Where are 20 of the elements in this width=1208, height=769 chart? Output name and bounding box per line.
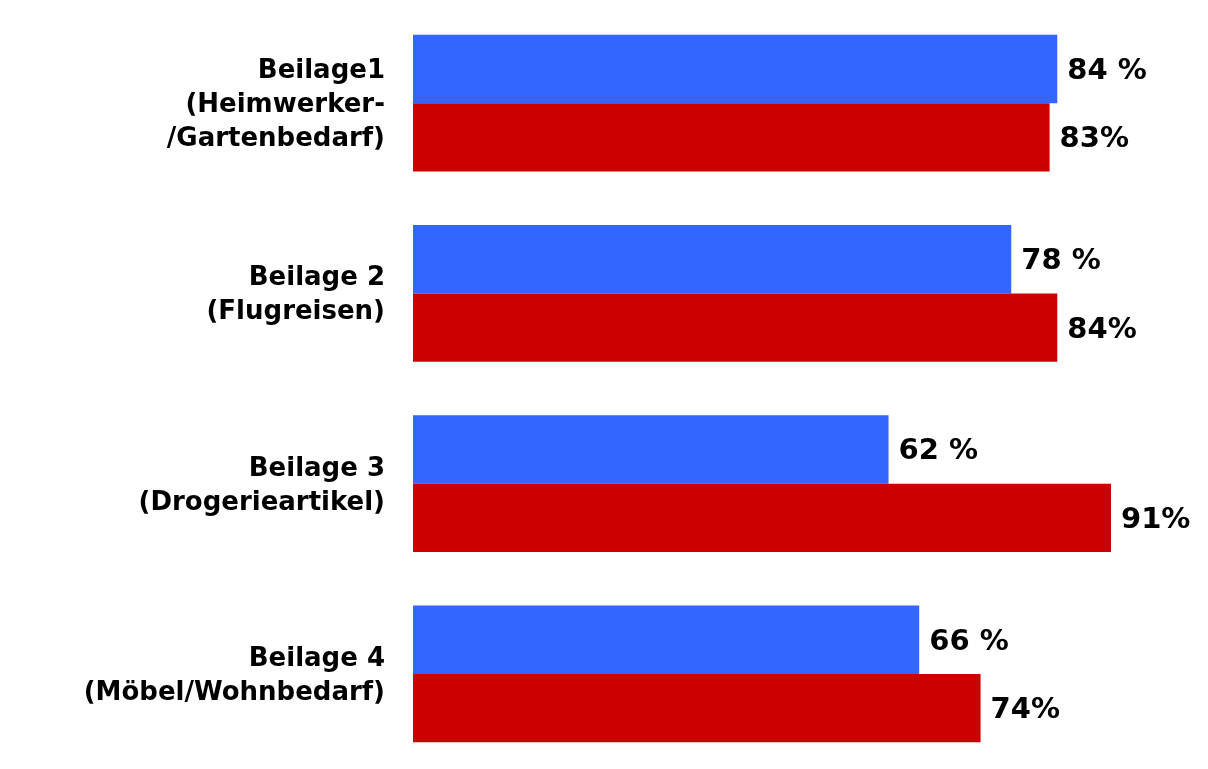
y-tick-label: Beilage 2 (Flugreisen) <box>206 261 385 326</box>
data-label: 84 % <box>1067 51 1147 86</box>
bar <box>413 415 889 484</box>
y-tick-label: Beilage 3 (Drogerieartikel) <box>138 451 385 516</box>
data-label: 91% <box>1120 500 1191 535</box>
data-label: 74% <box>990 691 1060 726</box>
bar <box>413 605 920 674</box>
bar <box>413 224 1012 294</box>
y-tick-label: Beilage1 (Heimwerker- /Gartenbedarf) <box>166 54 385 153</box>
data-label: 62 % <box>898 432 979 467</box>
data-label: 84% <box>1067 310 1137 345</box>
bar <box>413 673 981 743</box>
data-label: 66 % <box>929 622 1009 657</box>
bar <box>413 293 1058 362</box>
data-label: 78 % <box>1021 242 1101 277</box>
y-tick-label: Beilage 4 (Möbel/Wohnbedarf) <box>83 641 385 706</box>
bar <box>413 483 1111 553</box>
bar <box>413 34 1058 104</box>
bar <box>413 103 1050 172</box>
data-label: 83% <box>1059 120 1130 155</box>
